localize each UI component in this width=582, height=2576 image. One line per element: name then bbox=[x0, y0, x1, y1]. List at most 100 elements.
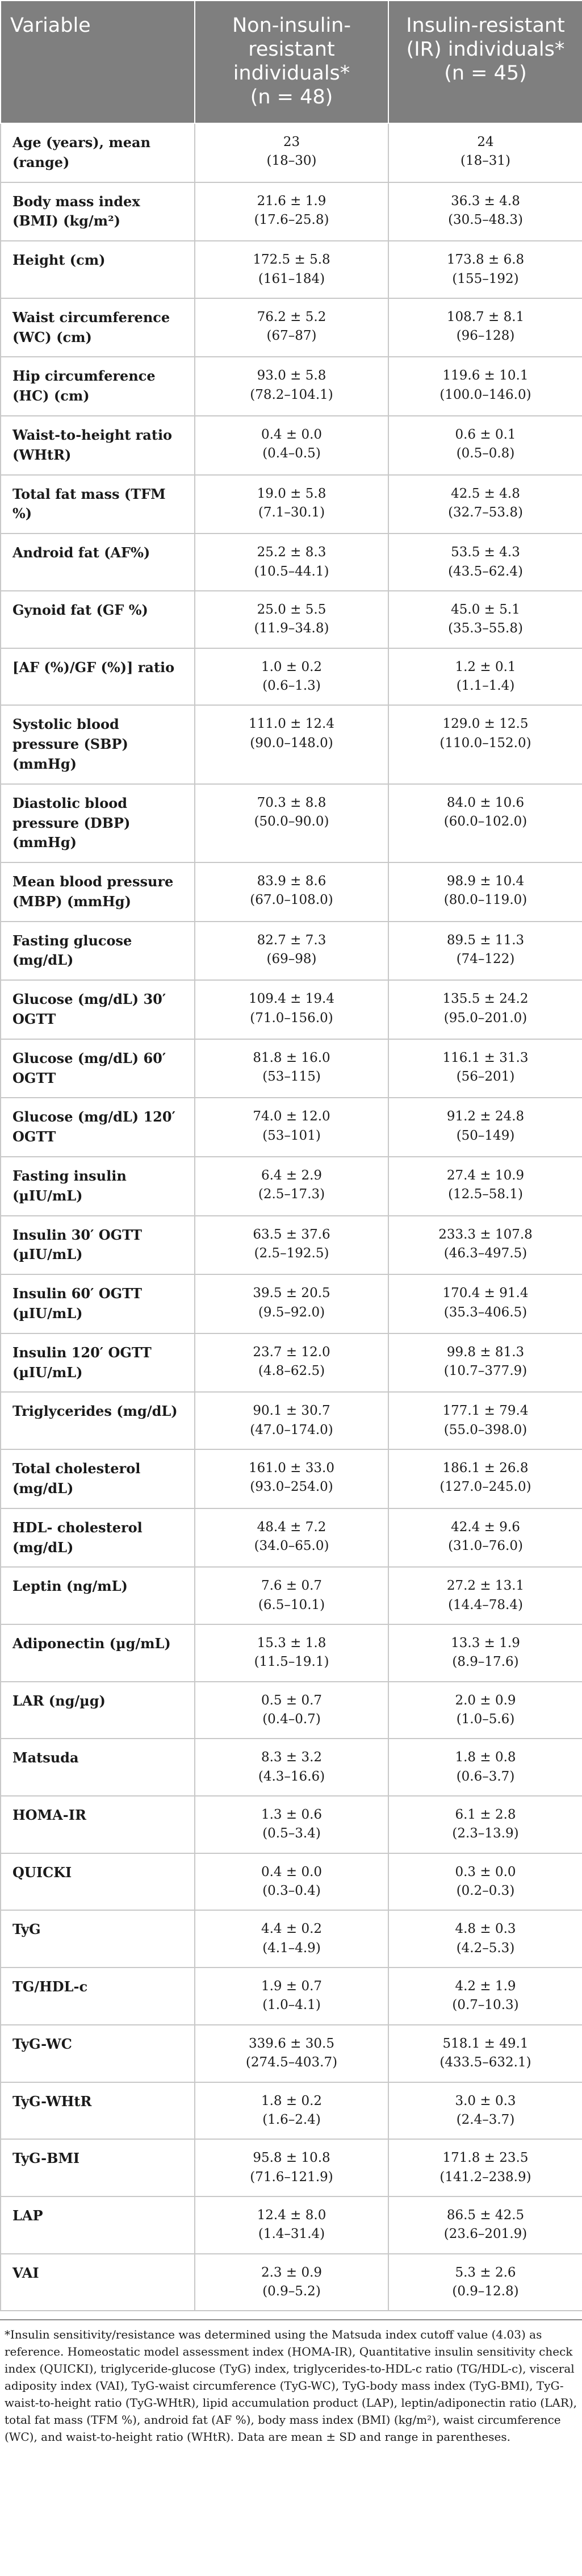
value-cell-ir: 129.0 ± 12.5 (110.0–152.0) bbox=[388, 705, 582, 785]
value-cell-ir: 53.5 ± 4.3 (43.5–62.4) bbox=[388, 533, 582, 591]
header-group-non-ir-line1: Non-insulin- bbox=[232, 14, 351, 37]
value-cell-ir: 86.5 ± 42.5 (23.6–201.9) bbox=[388, 2195, 582, 2254]
range-value: (9.5–92.0) bbox=[258, 1304, 325, 1320]
range-value: (30.5–48.3) bbox=[448, 212, 523, 227]
value-cell-ir: 171.8 ± 23.5 (141.2–238.9) bbox=[388, 2139, 582, 2197]
mean-value: 177.1 ± 79.4 bbox=[442, 1403, 529, 1419]
range-value: (1.0–5.6) bbox=[456, 1712, 515, 1727]
value-cell-non-ir: 6.4 ± 2.9 (2.5–17.3) bbox=[194, 1156, 389, 1216]
mean-value: 6.1 ± 2.8 bbox=[455, 1807, 516, 1823]
mean-value: 82.7 ± 7.3 bbox=[257, 932, 326, 948]
table-row: Body mass index (BMI) (kg/m²) 21.6 ± 1.9 (… bbox=[0, 181, 582, 242]
value-cell-ir: 233.3 ± 107.8 (46.3–497.5) bbox=[388, 1215, 582, 1276]
range-value: (12.5–58.1) bbox=[448, 1187, 523, 1202]
table-row: Diastolic blood pressure (DBP) (mmHg) 70.… bbox=[0, 783, 582, 864]
value-cell-ir: 4.2 ± 1.9 (0.7–10.3) bbox=[388, 1967, 582, 2025]
range-value: (56–201) bbox=[456, 1069, 515, 1085]
variable-cell: Diastolic blood pressure (DBP) (mmHg) bbox=[0, 783, 195, 864]
mean-value: 4.2 ± 1.9 bbox=[455, 1979, 516, 1994]
header-group-non-ir: Non-insulin- resistant individuals* (n =… bbox=[194, 0, 389, 124]
mean-value: 53.5 ± 4.3 bbox=[451, 545, 520, 560]
mean-value: 12.4 ± 8.0 bbox=[257, 2207, 326, 2223]
variable-cell: Android fat (AF%) bbox=[0, 533, 195, 591]
variable-cell: Gynoid fat (GF %) bbox=[0, 590, 195, 649]
value-cell-non-ir: 39.5 ± 20.5 (9.5–92.0) bbox=[194, 1274, 389, 1334]
range-value: (23.6–201.9) bbox=[443, 2227, 527, 2242]
mean-value: 161.0 ± 33.0 bbox=[249, 1461, 334, 1476]
value-cell-non-ir: 93.0 ± 5.8 (78.2–104.1) bbox=[194, 356, 389, 417]
variable-cell: Insulin 60′ OGTT (µIU/mL) bbox=[0, 1274, 195, 1334]
variable-cell: Insulin 120′ OGTT (µIU/mL) bbox=[0, 1332, 195, 1393]
range-value: (93.0–254.0) bbox=[250, 1479, 333, 1495]
variable-cell: Waist circumference (WC) (cm) bbox=[0, 297, 195, 358]
mean-value: 25.2 ± 8.3 bbox=[257, 545, 326, 560]
value-cell-non-ir: 23 (18–30) bbox=[194, 123, 389, 183]
range-value: (95.0–201.0) bbox=[443, 1010, 527, 1026]
value-cell-ir: 13.3 ± 1.9 (8.9–17.6) bbox=[388, 1624, 582, 1682]
mean-value: 4.8 ± 0.3 bbox=[455, 1921, 516, 1937]
variable-cell: Fasting insulin (µIU/mL) bbox=[0, 1156, 195, 1216]
mean-value: 0.4 ± 0.0 bbox=[261, 427, 323, 443]
range-value: (80.0–119.0) bbox=[443, 893, 527, 908]
range-value: (0.5–3.4) bbox=[262, 1826, 321, 1841]
table-row: HOMA-IR 1.3 ± 0.6 (0.5–3.4) 6.1 ± 2.8 (2.3–1… bbox=[0, 1795, 582, 1854]
mean-value: 518.1 ± 49.1 bbox=[442, 2036, 529, 2051]
table-row: Glucose (mg/dL) 30′ OGTT 109.4 ± 19.4 (71.… bbox=[0, 979, 582, 1040]
value-cell-non-ir: 15.3 ± 1.8 (11.5–19.1) bbox=[194, 1624, 389, 1682]
value-cell-ir: 170.4 ± 91.4 (35.3–406.5) bbox=[388, 1274, 582, 1334]
table-row: [AF (%)/GF (%)] ratio 1.0 ± 0.2 (0.6–1.3) 1… bbox=[0, 647, 582, 706]
value-cell-ir: 42.5 ± 4.8 (32.7–53.8) bbox=[388, 474, 582, 535]
range-value: (0.9–12.8) bbox=[452, 2283, 519, 2299]
range-value: (0.4–0.7) bbox=[262, 1712, 321, 1727]
table-row: VAI 2.3 ± 0.9 (0.9–5.2) 5.3 ± 2.6 (0.9–12.8) bbox=[0, 2253, 582, 2312]
variable-cell: Glucose (mg/dL) 60′ OGTT bbox=[0, 1038, 195, 1099]
range-value: (55.0–398.0) bbox=[443, 1422, 527, 1437]
table-header: Variable Non-insulin- resistant individu… bbox=[0, 0, 582, 124]
value-cell-non-ir: 19.0 ± 5.8 (7.1–30.1) bbox=[194, 474, 389, 535]
mean-value: 89.5 ± 11.3 bbox=[446, 932, 525, 948]
variable-cell: Hip circumference (HC) (cm) bbox=[0, 356, 195, 417]
range-value: (155–192) bbox=[452, 271, 519, 286]
mean-value: 116.1 ± 31.3 bbox=[442, 1050, 529, 1065]
value-cell-ir: 24 (18–31) bbox=[388, 123, 582, 183]
range-value: (74–122) bbox=[456, 952, 515, 967]
range-value: (7.1–30.1) bbox=[258, 505, 325, 520]
mean-value: 0.6 ± 0.1 bbox=[455, 427, 516, 443]
table-row: Fasting glucose (mg/dL) 82.7 ± 7.3 (69–98)… bbox=[0, 920, 582, 981]
mean-value: 90.1 ± 30.7 bbox=[253, 1403, 330, 1419]
mean-value: 81.8 ± 16.0 bbox=[253, 1050, 330, 1065]
mean-value: 4.4 ± 0.2 bbox=[261, 1921, 323, 1937]
value-cell-ir: 518.1 ± 49.1 (433.5–632.1) bbox=[388, 2024, 582, 2083]
table-row: Leptin (ng/mL) 7.6 ± 0.7 (6.5–10.1) 27.2 ± … bbox=[0, 1566, 582, 1625]
mean-value: 86.5 ± 42.5 bbox=[446, 2207, 525, 2223]
table-row: Insulin 30′ OGTT (µIU/mL) 63.5 ± 37.6 (2.5… bbox=[0, 1215, 582, 1276]
mean-value: 172.5 ± 5.8 bbox=[253, 252, 330, 268]
table-row: Total cholesterol (mg/dL) 161.0 ± 33.0 (93… bbox=[0, 1449, 582, 1509]
mean-value: 0.5 ± 0.7 bbox=[261, 1693, 323, 1708]
mean-value: 186.1 ± 26.8 bbox=[442, 1461, 529, 1476]
range-value: (4.3–16.6) bbox=[258, 1769, 325, 1784]
mean-value: 108.7 ± 8.1 bbox=[446, 309, 525, 324]
table-row: Hip circumference (HC) (cm) 93.0 ± 5.8 (78… bbox=[0, 356, 582, 417]
variable-cell: TyG-WHtR bbox=[0, 2081, 195, 2140]
variable-cell: VAI bbox=[0, 2253, 195, 2312]
value-cell-ir: 45.0 ± 5.1 (35.3–55.8) bbox=[388, 590, 582, 649]
mean-value: 13.3 ± 1.9 bbox=[451, 1636, 520, 1650]
range-value: (4.1–4.9) bbox=[262, 1940, 321, 1956]
mean-value: 3.0 ± 0.3 bbox=[455, 2093, 516, 2108]
table-row: HDL- cholesterol (mg/dL) 48.4 ± 7.2 (34.0–… bbox=[0, 1507, 582, 1568]
value-cell-ir: 177.1 ± 79.4 (55.0–398.0) bbox=[388, 1391, 582, 1450]
value-cell-non-ir: 90.1 ± 30.7 (47.0–174.0) bbox=[194, 1391, 389, 1450]
mean-value: 36.3 ± 4.8 bbox=[451, 193, 520, 209]
table-row: Glucose (mg/dL) 60′ OGTT 81.8 ± 16.0 (53–1… bbox=[0, 1038, 582, 1099]
mean-value: 15.3 ± 1.8 bbox=[257, 1636, 326, 1650]
variable-cell: Mean blood pressure (MBP) (mmHg) bbox=[0, 862, 195, 922]
header-group-non-ir-line3: individuals* bbox=[233, 62, 350, 85]
range-value: (35.3–406.5) bbox=[443, 1304, 527, 1320]
mean-value: 74.0 ± 12.0 bbox=[253, 1109, 330, 1124]
table-row: Insulin 60′ OGTT (µIU/mL) 39.5 ± 20.5 (9.5… bbox=[0, 1274, 582, 1334]
variable-cell: HDL- cholesterol (mg/dL) bbox=[0, 1507, 195, 1568]
value-cell-non-ir: 70.3 ± 8.8 (50.0–90.0) bbox=[194, 783, 389, 864]
variable-cell: Waist-to-height ratio (WHtR) bbox=[0, 415, 195, 476]
value-cell-ir: 1.2 ± 0.1 (1.1–1.4) bbox=[388, 647, 582, 706]
